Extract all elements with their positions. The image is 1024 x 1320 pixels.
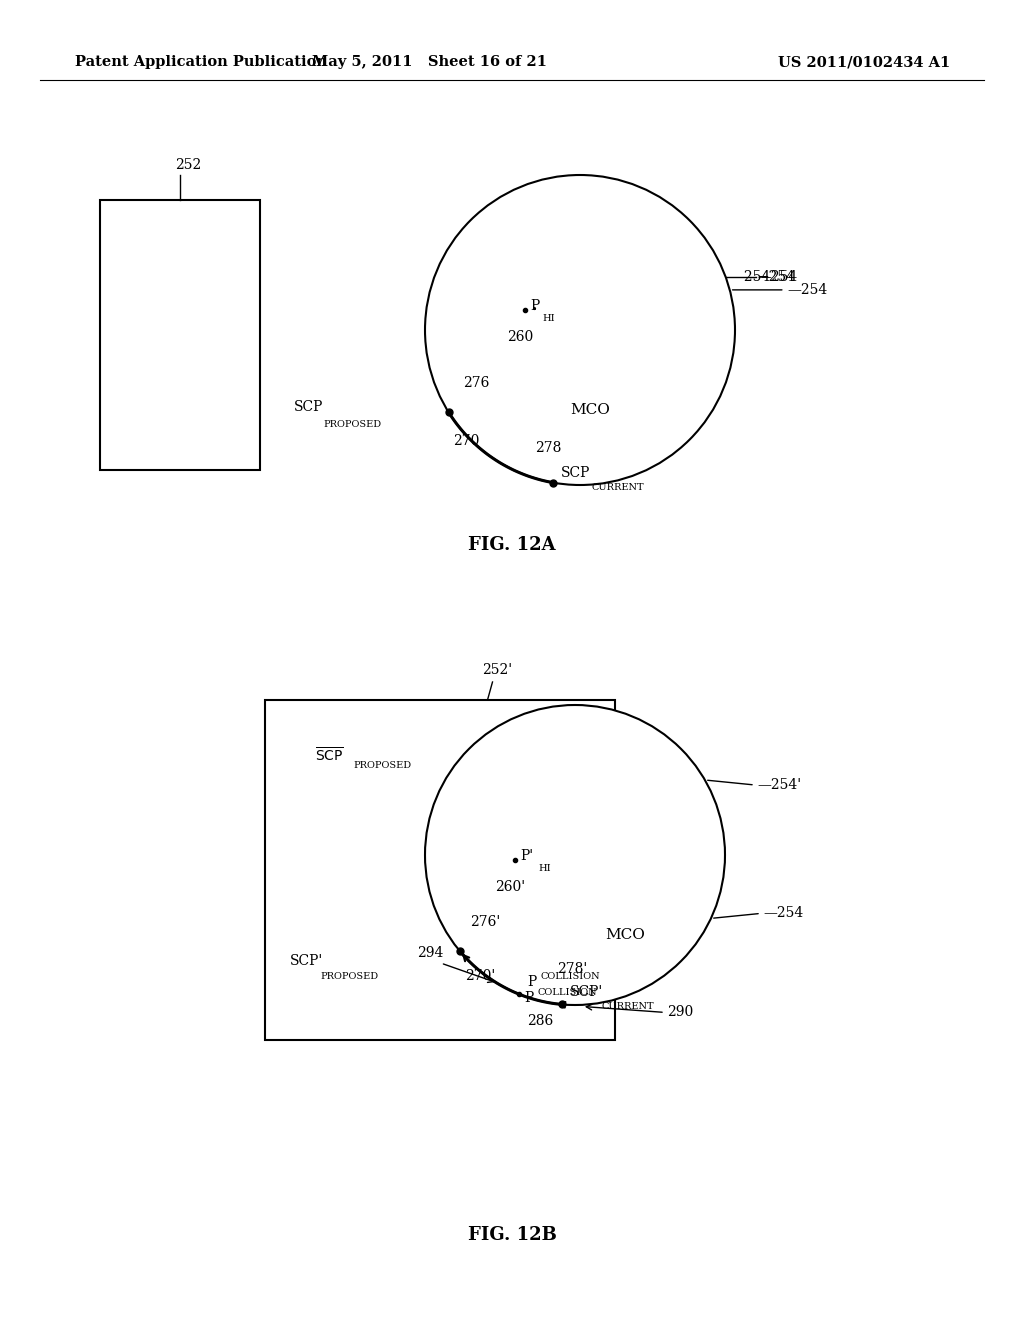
Text: MCO: MCO [570,403,610,417]
Text: CURRENT: CURRENT [602,1002,654,1011]
Text: P: P [524,991,534,1005]
Text: 260': 260' [495,880,525,894]
Text: —254: —254 [758,271,798,284]
Text: SCP: SCP [294,400,323,414]
Text: 252': 252' [482,663,513,677]
Text: COLLISION: COLLISION [541,972,600,981]
Text: 286: 286 [526,1014,553,1028]
Text: —254: —254 [787,282,828,297]
Text: US 2011/0102434 A1: US 2011/0102434 A1 [778,55,950,69]
Text: SCP': SCP' [570,986,603,999]
Text: HI: HI [538,865,551,873]
Text: 278': 278' [557,962,587,977]
Text: PROPOSED: PROPOSED [321,972,378,981]
Text: 278: 278 [535,441,561,454]
Text: 270: 270 [454,434,480,447]
Text: SCP: SCP [561,466,591,479]
Text: PROPOSED: PROPOSED [353,760,411,770]
Text: HI: HI [542,314,555,323]
Text: P: P [526,975,536,989]
Text: COLLISION: COLLISION [538,987,597,997]
Text: P: P [530,300,540,313]
Text: 294: 294 [418,946,444,960]
Bar [100,201,260,470]
Text: —254': —254' [757,777,801,792]
Text: −254: −254 [758,271,796,284]
Text: May 5, 2011   Sheet 16 of 21: May 5, 2011 Sheet 16 of 21 [312,55,548,69]
Text: Patent Application Publication: Patent Application Publication [75,55,327,69]
Text: 290: 290 [667,1006,693,1019]
Text: 276: 276 [464,376,489,391]
Text: —254: —254 [763,907,803,920]
Text: FIG. 12B: FIG. 12B [468,1226,556,1243]
Text: P': P' [520,849,534,863]
Text: 276': 276' [470,915,501,929]
Text: PROPOSED: PROPOSED [324,420,382,429]
Text: —254: —254 [731,271,771,284]
Text: 252: 252 [175,158,201,172]
Text: CURRENT: CURRENT [591,483,644,492]
Bar [265,700,615,1040]
Text: 270': 270' [465,969,496,983]
Circle shape [425,705,725,1005]
Text: $\overline{\mathrm{SCP}}$: $\overline{\mathrm{SCP}}$ [315,746,344,764]
Circle shape [425,176,735,484]
Text: SCP': SCP' [290,954,324,969]
Text: FIG. 12A: FIG. 12A [468,536,556,554]
Text: MCO: MCO [605,928,645,942]
Text: 260: 260 [507,330,534,345]
Text: $\bullet$: $\bullet$ [530,304,538,313]
